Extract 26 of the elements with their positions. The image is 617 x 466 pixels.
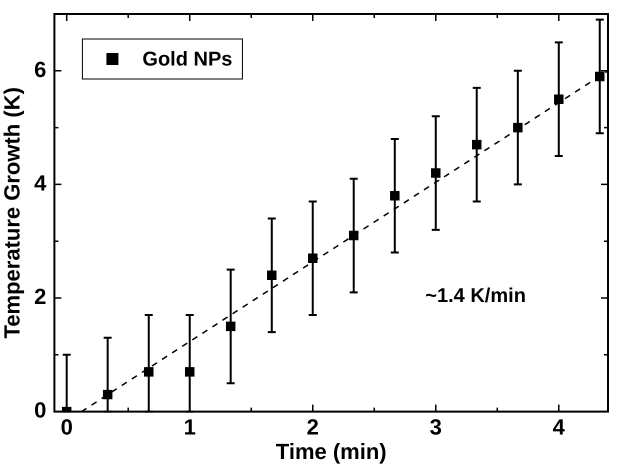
point bbox=[102, 390, 112, 400]
point bbox=[472, 140, 482, 150]
point bbox=[390, 191, 400, 201]
point bbox=[513, 122, 523, 132]
x-axis-title: Time (min) bbox=[276, 438, 387, 464]
point bbox=[184, 367, 194, 377]
x-tick-label: 2 bbox=[306, 414, 319, 440]
point bbox=[554, 94, 564, 104]
point bbox=[595, 72, 604, 82]
legend-label: Gold NPs bbox=[142, 48, 232, 71]
point bbox=[308, 254, 318, 263]
y-tick-label: 4 bbox=[34, 170, 48, 196]
y-tick-label: 2 bbox=[34, 284, 46, 310]
x-tick-label: 3 bbox=[430, 414, 442, 440]
point bbox=[267, 270, 277, 280]
x-tick-label: 0 bbox=[60, 414, 73, 440]
annotation: ~1.4 K/min bbox=[425, 284, 526, 307]
y-tick-label: 6 bbox=[34, 56, 46, 82]
x-tick-label: 4 bbox=[552, 414, 566, 440]
point bbox=[431, 168, 441, 178]
y-tick-label: 0 bbox=[34, 398, 46, 423]
x-tick-label: 1 bbox=[184, 414, 196, 440]
point bbox=[226, 322, 236, 332]
y-axis-title: Temperature Growth (K) bbox=[0, 87, 24, 338]
point bbox=[144, 367, 154, 377]
point bbox=[348, 230, 358, 240]
